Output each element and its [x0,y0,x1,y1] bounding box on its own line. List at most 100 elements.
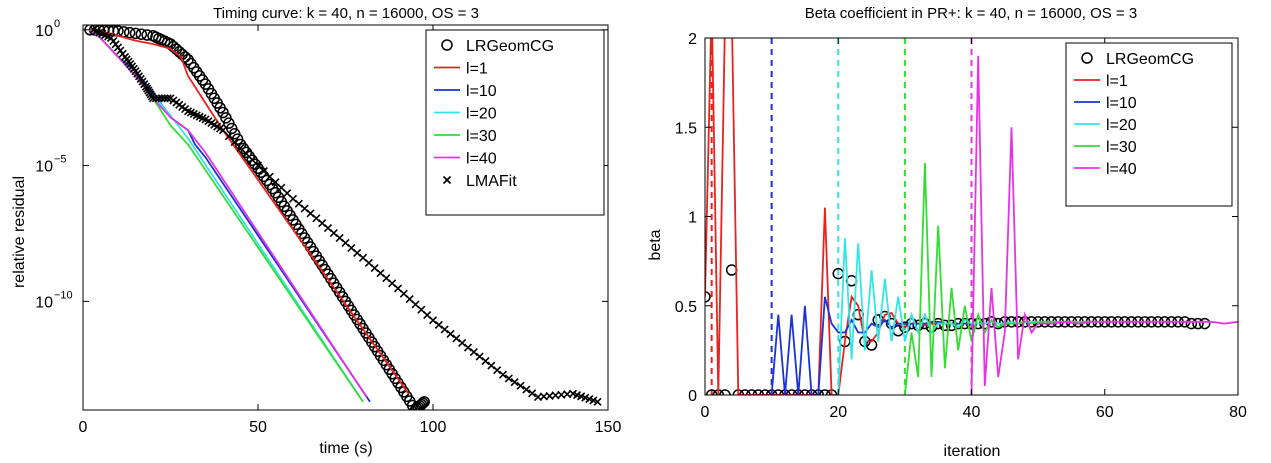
timing-series-lmafit-marker-b [557,390,566,399]
timing-series-lmafit-marker-b [271,178,280,187]
timing-series-lmafit-marker-b [341,238,350,248]
timing-legend-entry-l30: l=30 [434,128,497,145]
timing-series-lmafit-marker-b [577,392,586,401]
timing-series-lrgeomcg-marker [417,397,429,409]
timing-ytick-exp-0: 0 [54,18,60,30]
timing-series-lmafit-marker [440,325,449,334]
timing-ytick-label-2: 10 [35,294,53,311]
timing-series-lmafit-marker-b [259,167,268,176]
beta-legend-entry-l1: l=1 [1074,73,1128,90]
beta-series-group [705,38,1238,395]
beta-ytick-label-4: 2 [688,31,697,48]
timing-series-lmafit-marker-b [183,107,193,116]
timing-legend-entry-l10: l=10 [434,83,497,100]
beta-series-lrgeomcg-marker-8 [752,389,765,395]
timing-legend-entry-l30-label: l=30 [466,128,497,145]
timing-series-lmafit-marker-b [539,392,548,401]
timing-series-lmafit-marker-b [493,366,502,375]
timing-series-lmafit-marker-b [545,391,554,400]
timing-series-l30 [89,29,364,403]
timing-series-lmafit-marker-b [593,397,602,406]
timing-series-l20 [89,29,364,403]
timing-series-lmafit-marker-b [347,243,356,252]
beta-legend-entry-l10-label: l=10 [1106,95,1137,112]
timing-series-lrgeomcg-marker [135,28,148,40]
beta-series-lrgeomcg-marker-36 [939,319,951,332]
beta-series-lrgeomcg-marker-11 [772,389,785,395]
beta-chart-xlabel: iteration [944,443,1001,460]
timing-series-lmafit-marker-b [224,132,233,141]
timing-series-lmafit-marker-b [151,94,160,103]
timing-series-lmafit-marker-b [573,390,582,400]
timing-series-lmafit-marker-b [154,94,163,103]
timing-series-lmafit-marker-b [189,109,198,119]
timing-series-lmafit-marker-b [253,161,263,170]
beta-series-lrgeomcg-marker-43 [985,316,998,328]
timing-series-lmafit-marker-b [498,370,508,379]
timing-series-lmafit-marker-b [370,263,379,273]
timing-series-lmafit-marker [163,94,172,103]
timing-series-lmafit-marker-b [148,94,158,103]
timing-series-lmafit-marker-b [353,248,362,257]
beta-series-lrgeomcg-marker-7 [745,389,758,395]
beta-legend-entry-l20: l=20 [1074,117,1137,134]
timing-series-lmafit-marker [428,316,438,325]
timing-series-lmafit-marker-b [399,289,408,298]
timing-series-lmafit-marker-b [405,294,414,304]
timing-ytick-exp-2: −10 [54,289,73,301]
beta-legend-entry-l40-label: l=40 [1106,161,1137,178]
timing-legend-entry-lmafit-marker-b [442,175,452,185]
timing-series-lmafit-marker [458,338,467,348]
timing-legend-entry-lmafit-marker [442,175,452,185]
beta-series-lrgeomcg-marker-18 [819,389,831,395]
timing-series-lrgeomcg [84,25,430,410]
timing-legend-box [425,29,605,216]
beta-xtick-label-3: 60 [1096,404,1114,421]
timing-legend-entry-lmafit: LMAFit [442,173,517,190]
beta-legend-entry-l10: l=10 [1074,95,1137,112]
timing-legend-entry-l40: l=40 [434,151,497,168]
timing-series-lmafit-marker [151,94,160,103]
timing-series-lmafit-marker-b [230,137,239,147]
beta-chart-ylabel: beta [647,229,664,260]
timing-series-lmafit-marker-b [487,361,496,370]
beta-legend-entry-l20-label: l=20 [1106,117,1137,134]
timing-axes-box [82,24,609,411]
timing-series-lmafit-marker-b [89,25,98,34]
timing-series-lmafit-marker-b [98,29,107,38]
timing-series-lmafit-marker-b [417,305,426,314]
timing-series-lmafit-marker-b [551,391,560,400]
timing-series-lmafit-marker-b [163,94,172,103]
timing-series-lmafit-marker [154,94,163,103]
timing-series-lmafit-marker-b [428,316,438,325]
timing-series-lmafit-marker-b [581,393,590,402]
timing-series-lmafit-marker-b [323,224,333,233]
beta-chart-title: Beta coefficient in PR+: k = 40, n = 160… [805,5,1137,22]
timing-series-lmafit-marker-b [92,27,101,36]
timing-series-lmafit-marker [469,347,478,357]
timing-legend-entry-l1: l=1 [434,61,488,78]
beta-legend-entry-lrgeomcg-marker [1081,52,1093,64]
beta-legend-entry-l40: l=40 [1074,161,1137,178]
timing-series-lmafit-marker-b [294,199,303,208]
timing-series-lmafit-marker [434,320,443,329]
beta-xtick-label-2: 40 [963,404,981,421]
beta-legend-entry-l30-label: l=30 [1106,139,1137,156]
timing-series-lmafit-marker-b [568,389,578,398]
timing-series-lmafit-marker [493,366,502,375]
timing-series-lmafit-marker-b [265,172,274,181]
beta-xtick-label-0: 0 [701,404,710,421]
timing-legend-entry-lrgeomcg: LRGeomCG [441,38,554,55]
timing-series-l20-line [89,29,364,403]
timing-series-lmafit-marker [157,94,166,103]
timing-series-lrgeomcg-marker [123,26,136,39]
beta-series-lrgeomcg-marker-27 [879,310,891,323]
timing-series-lmafit-marker-b [242,149,251,158]
timing-series-lmafit-marker [248,155,257,164]
timing-series-lmafit-marker-b [312,214,321,223]
timing-series-l1 [89,28,410,395]
timing-legend-entry-l10-label: l=10 [466,83,497,100]
timing-series-lmafit-marker-b [481,357,490,366]
beta-series-l40-line [970,55,1238,395]
